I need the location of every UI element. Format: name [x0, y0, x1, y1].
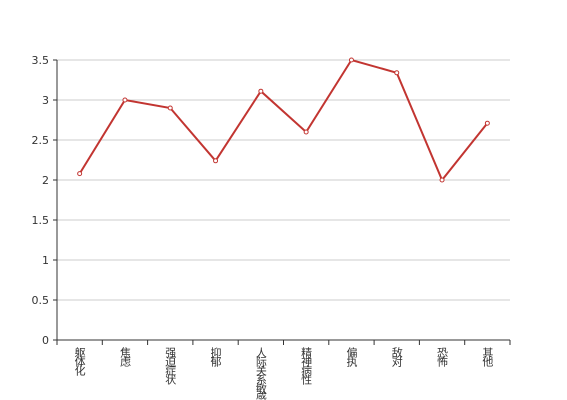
point — [439, 177, 445, 183]
point — [303, 129, 309, 135]
y-tick-label: 2 — [42, 174, 49, 187]
x-tick-label: 偏执 — [345, 346, 358, 368]
point — [122, 97, 128, 103]
point — [258, 88, 264, 94]
x-tick-label: 人际关系敏感 — [254, 347, 267, 400]
point — [77, 171, 83, 177]
line — [78, 58, 489, 182]
y-tick-label: 0 — [42, 334, 49, 347]
point — [213, 158, 219, 164]
x-tick-label: 强迫症状 — [164, 347, 177, 385]
point — [348, 57, 354, 63]
x-tick-label: 精神病性 — [300, 347, 313, 386]
y-tick-label: 3 — [42, 94, 49, 107]
x-tick-label: 其他 — [481, 347, 494, 367]
y-tick-label: 1 — [42, 254, 49, 267]
x-tick-label: 躯体化 — [73, 347, 86, 377]
x-tick-label: 抑郁 — [209, 346, 222, 367]
x-tick-label: 焦虑 — [118, 347, 131, 367]
x-tick-label: 恐怖 — [436, 347, 449, 367]
y-tick-label: 3.5 — [32, 54, 50, 67]
point — [484, 120, 490, 126]
y-tick-label: 1.5 — [32, 214, 50, 227]
y-tick-label: 0.5 — [32, 294, 50, 307]
x-tick-label: 敌对 — [390, 346, 403, 367]
y-tick-label: 2.5 — [32, 134, 50, 147]
point — [167, 105, 173, 111]
point — [394, 70, 400, 76]
